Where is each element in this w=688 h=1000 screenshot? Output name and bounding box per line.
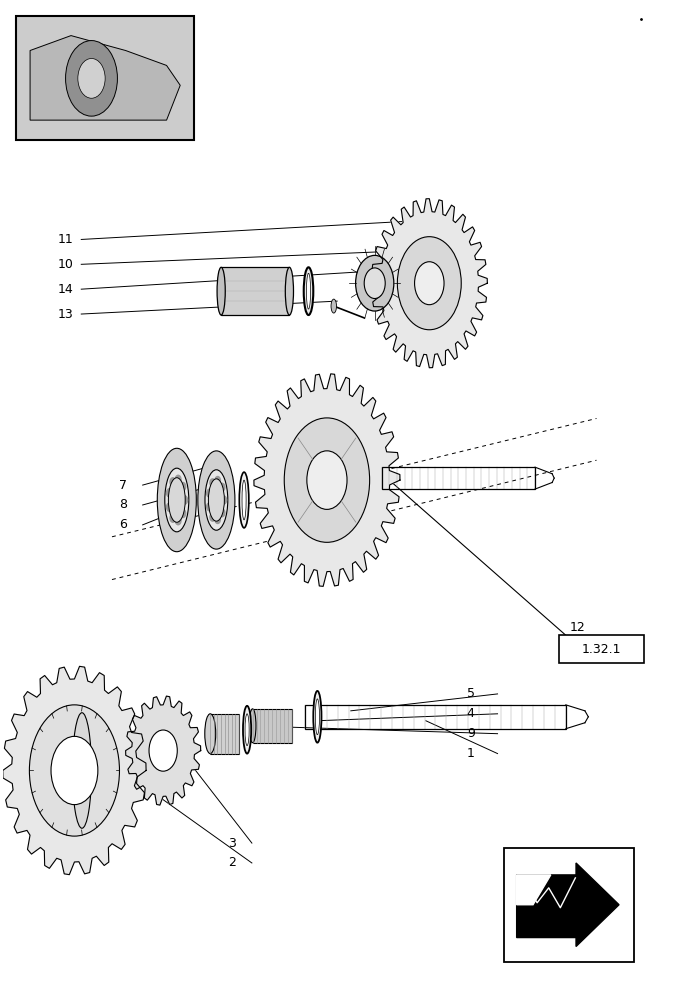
Polygon shape	[30, 36, 180, 120]
Text: 13: 13	[57, 308, 73, 321]
Text: 4: 4	[467, 707, 475, 720]
Ellipse shape	[364, 268, 385, 299]
Bar	[211, 714, 239, 754]
Ellipse shape	[307, 451, 347, 509]
Bar	[305, 705, 566, 729]
Ellipse shape	[149, 730, 178, 771]
Circle shape	[170, 478, 175, 486]
Text: 10: 10	[57, 258, 73, 271]
Polygon shape	[517, 863, 619, 947]
Circle shape	[210, 513, 215, 521]
Ellipse shape	[356, 255, 394, 311]
Circle shape	[65, 41, 118, 116]
Bar	[17, 16, 194, 140]
Text: 14: 14	[57, 283, 73, 296]
Bar	[252, 709, 292, 743]
Circle shape	[78, 58, 105, 98]
Polygon shape	[3, 666, 146, 875]
Ellipse shape	[239, 472, 249, 528]
Circle shape	[219, 509, 225, 517]
Text: 1.32.1: 1.32.1	[581, 643, 621, 656]
Ellipse shape	[284, 418, 369, 542]
Circle shape	[219, 483, 225, 491]
Circle shape	[221, 496, 226, 504]
Circle shape	[215, 516, 220, 523]
Ellipse shape	[208, 479, 224, 521]
Ellipse shape	[205, 714, 216, 754]
Text: 9: 9	[467, 727, 475, 740]
Text: 7: 7	[119, 479, 127, 492]
Ellipse shape	[51, 736, 98, 805]
Circle shape	[175, 516, 181, 525]
Text: 2: 2	[228, 856, 236, 869]
Circle shape	[182, 496, 188, 504]
Ellipse shape	[217, 267, 225, 315]
Ellipse shape	[249, 709, 256, 743]
Circle shape	[166, 489, 172, 497]
Ellipse shape	[245, 714, 249, 746]
Ellipse shape	[243, 706, 251, 754]
Text: 8: 8	[119, 498, 127, 511]
Text: 12: 12	[569, 621, 585, 634]
Ellipse shape	[165, 468, 189, 532]
Bar	[559, 635, 644, 663]
Ellipse shape	[303, 267, 313, 315]
Ellipse shape	[315, 699, 319, 735]
Ellipse shape	[331, 299, 336, 313]
Text: 6: 6	[119, 518, 127, 531]
Ellipse shape	[169, 478, 185, 522]
Text: 11: 11	[57, 233, 73, 246]
Ellipse shape	[286, 267, 294, 315]
Ellipse shape	[306, 273, 310, 309]
Circle shape	[180, 509, 186, 518]
Circle shape	[170, 514, 175, 522]
Ellipse shape	[205, 470, 228, 530]
Bar	[504, 848, 634, 962]
Ellipse shape	[242, 480, 246, 520]
Bar	[221, 267, 290, 315]
Ellipse shape	[398, 237, 461, 330]
Polygon shape	[254, 374, 400, 586]
Text: 1: 1	[467, 747, 475, 760]
Text: 5: 5	[467, 687, 475, 700]
Ellipse shape	[198, 451, 235, 549]
Circle shape	[206, 503, 212, 511]
Polygon shape	[372, 199, 487, 368]
Circle shape	[210, 479, 215, 487]
Polygon shape	[126, 696, 201, 805]
Polygon shape	[517, 875, 551, 905]
Circle shape	[175, 475, 181, 484]
Ellipse shape	[415, 262, 444, 305]
Circle shape	[215, 477, 220, 484]
Text: 3: 3	[228, 837, 236, 850]
Ellipse shape	[72, 713, 92, 828]
Bar	[382, 467, 535, 489]
Circle shape	[166, 503, 172, 511]
Circle shape	[180, 482, 186, 491]
Text: [diagram]: [diagram]	[85, 73, 126, 82]
Ellipse shape	[30, 705, 120, 836]
Circle shape	[206, 489, 212, 497]
Ellipse shape	[313, 691, 321, 743]
Ellipse shape	[158, 448, 196, 552]
